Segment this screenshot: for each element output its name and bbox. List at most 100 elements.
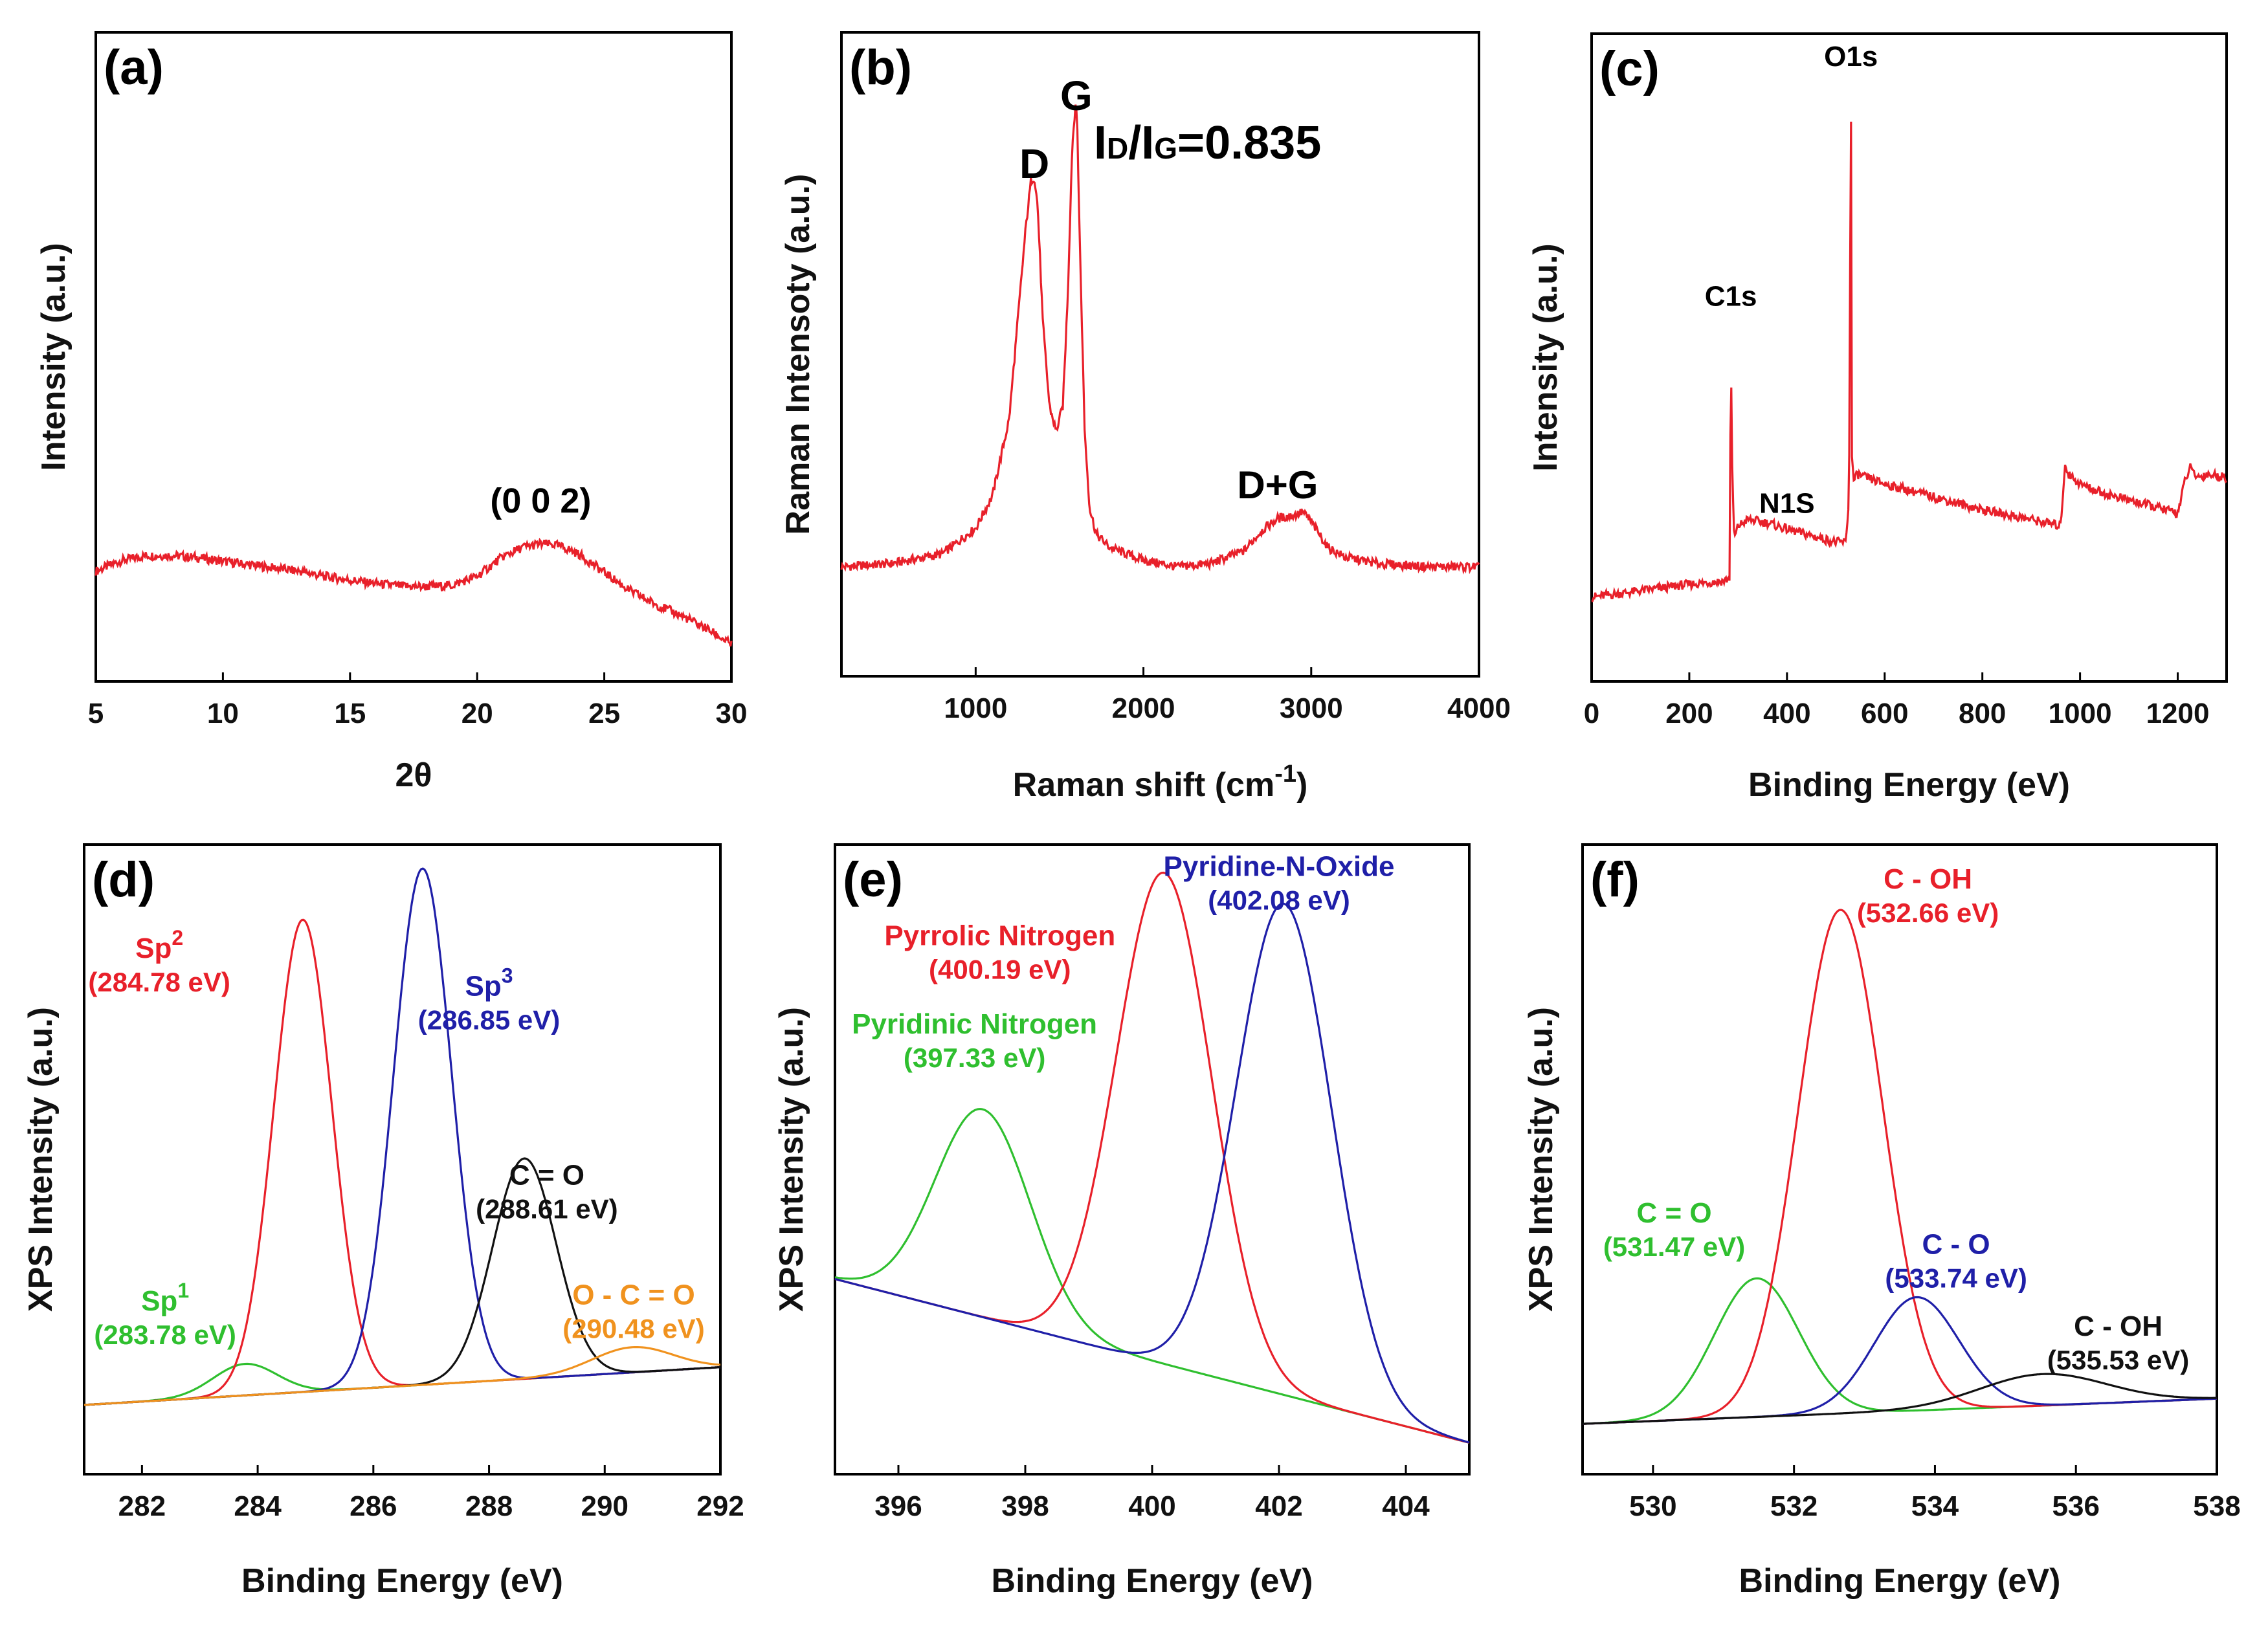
x-tick-label: 1200 (2146, 698, 2210, 729)
y-axis-label: Raman Intensoty (a.u.) (779, 174, 817, 535)
panel-e: 396 398 400 402 404 (e) Binding Energy (eV) XPS… (773, 843, 1471, 1600)
panel-label: (e) (843, 852, 903, 907)
peak-pyridinic-nitrogen (834, 1108, 1470, 1444)
panel-label: (f) (1590, 852, 1640, 907)
series-line (1591, 121, 2228, 602)
x-axis-label: Binding Energy (eV) (1748, 766, 2070, 804)
panel-label: (b) (849, 40, 912, 95)
panel-c: 0 200 400 600 800 1000 1200 (c) Binding Energy (… (1527, 32, 2228, 804)
component-name: C - OH (1884, 863, 1972, 895)
component-energy: (535.53 eV) (2047, 1345, 2189, 1375)
x-tick-label: 536 (2052, 1490, 2100, 1522)
x-tick-label: 5 (88, 698, 104, 729)
peak-label: (0 0 2) (490, 481, 591, 520)
component-name: Pyridine-N-Oxide (1164, 851, 1395, 883)
y-axis-label: Intensity (a.u.) (1527, 243, 1564, 471)
x-tick-label: 534 (1911, 1490, 1959, 1522)
panel-label: (c) (1599, 41, 1660, 96)
component-energy: (533.74 eV) (1885, 1263, 2027, 1293)
panel-a: 5 10 15 20 25 30 (a) 2θ Intensity (a.u.) (0 0 2) (35, 31, 748, 794)
component-name: C = O (509, 1159, 584, 1191)
x-tick-label: 1000 (944, 692, 1007, 724)
x-tick-label: 30 (716, 698, 748, 729)
x-tick-label: 404 (1382, 1490, 1430, 1522)
component-energy: (532.66 eV) (1857, 898, 1999, 928)
peak-label: O1s (1824, 41, 1878, 72)
panel-label: (d) (92, 852, 155, 907)
ratio-part: =0.835 (1177, 117, 1321, 169)
ratio-part: G (1154, 131, 1177, 165)
component-name: O - C = O (572, 1279, 695, 1310)
panel-f: 530 532 534 536 538 (f) Binding Energy (eV) XPS… (1522, 843, 2241, 1600)
panel-label: (a) (104, 40, 164, 95)
x-tick-label: 10 (207, 698, 239, 729)
component-energy: (400.19 eV) (929, 955, 1071, 985)
x-tick-label: 0 (1584, 698, 1599, 729)
component-name: C - OH (2074, 1310, 2162, 1342)
x-tick-label: 200 (1665, 698, 1713, 729)
plot-frame (840, 31, 1480, 678)
component-name: Pyrrolic Nitrogen (884, 920, 1115, 952)
component-energy: (288.61 eV) (476, 1193, 617, 1224)
x-axis-label: Binding Energy (eV) (241, 1562, 563, 1600)
x-tick-label: 1000 (2049, 698, 2112, 729)
component-name: Pyridinic Nitrogen (852, 1008, 1097, 1040)
y-axis-label: XPS Intensity (a.u.) (1522, 1007, 1560, 1312)
component-name: C = O (1636, 1197, 1711, 1229)
component-name-sup: 3 (502, 964, 513, 988)
x-tick-label: 800 (1959, 698, 2006, 729)
peak-c-oh (1582, 1373, 2217, 1425)
x-tick-label: 15 (334, 698, 366, 729)
component-name-sup: 1 (177, 1279, 189, 1302)
x-tick-label: 400 (1763, 698, 1810, 729)
component-energy: (397.33 eV) (904, 1043, 1045, 1073)
x-tick-label: 20 (461, 698, 493, 729)
x-tick-label: 532 (1770, 1490, 1818, 1522)
panel-b: 1000 2000 3000 4000 (b) Raman shift (cm-1) Ram… (779, 31, 1511, 804)
x-axis-label: Binding Energy (eV) (992, 1562, 1313, 1600)
plot-frame (83, 843, 722, 1476)
y-axis-label: Intensity (a.u.) (35, 243, 72, 470)
annotation-g-band: G (1060, 72, 1093, 119)
x-tick-label: 530 (1629, 1490, 1676, 1522)
peak-label: C1s (1705, 280, 1757, 312)
plot-frame (1590, 32, 2228, 683)
x-tick-label: 288 (465, 1490, 513, 1522)
series-line (840, 104, 1480, 575)
x-axis-label: Binding Energy (eV) (1739, 1562, 2061, 1600)
component-energy: (283.78 eV) (94, 1320, 236, 1350)
x-axis-label: Raman shift (cm-1) (1013, 760, 1308, 804)
x-tick-label: 4000 (1447, 692, 1511, 724)
series-line (94, 537, 733, 647)
x-tick-label: 402 (1255, 1490, 1302, 1522)
component-name: Sp3 (465, 964, 513, 1002)
x-tick-label: 396 (874, 1490, 922, 1522)
annotation-intensity-ratio: ID/IG=0.835 (1094, 117, 1321, 169)
component-energy: (286.85 eV) (418, 1005, 560, 1035)
x-tick-label: 400 (1128, 1490, 1175, 1522)
peak-label: N1S (1759, 488, 1815, 520)
peak-pyridine-n-oxide (834, 902, 1470, 1444)
ratio-part: I (1094, 117, 1107, 169)
x-tick-label: 284 (234, 1490, 282, 1522)
x-tick-label: 600 (1861, 698, 1908, 729)
x-axis-label-sup: -1 (1274, 760, 1296, 788)
component-name-sup: 2 (172, 926, 183, 949)
peak-o-c-o (83, 1346, 721, 1406)
plot-frame (1581, 843, 2218, 1476)
x-tick-label: 3000 (1280, 692, 1343, 724)
x-tick-label: 292 (696, 1490, 744, 1522)
x-tick-label: 286 (350, 1490, 397, 1522)
component-energy: (531.47 eV) (1603, 1232, 1745, 1262)
x-tick-label: 282 (118, 1490, 166, 1522)
x-axis-label-end: ) (1296, 766, 1307, 804)
annotation-d-plus-g: D+G (1237, 463, 1318, 507)
ratio-part: D (1107, 131, 1128, 165)
panel-d: 282 284 286 288 290 292 (d) Binding Energy (eV)… (22, 843, 744, 1600)
plot-frame (94, 31, 733, 683)
component-name: Sp1 (141, 1279, 189, 1317)
component-energy: (284.78 eV) (88, 967, 230, 997)
component-name: C - O (1922, 1228, 1990, 1260)
component-energy: (402.08 eV) (1208, 885, 1350, 916)
